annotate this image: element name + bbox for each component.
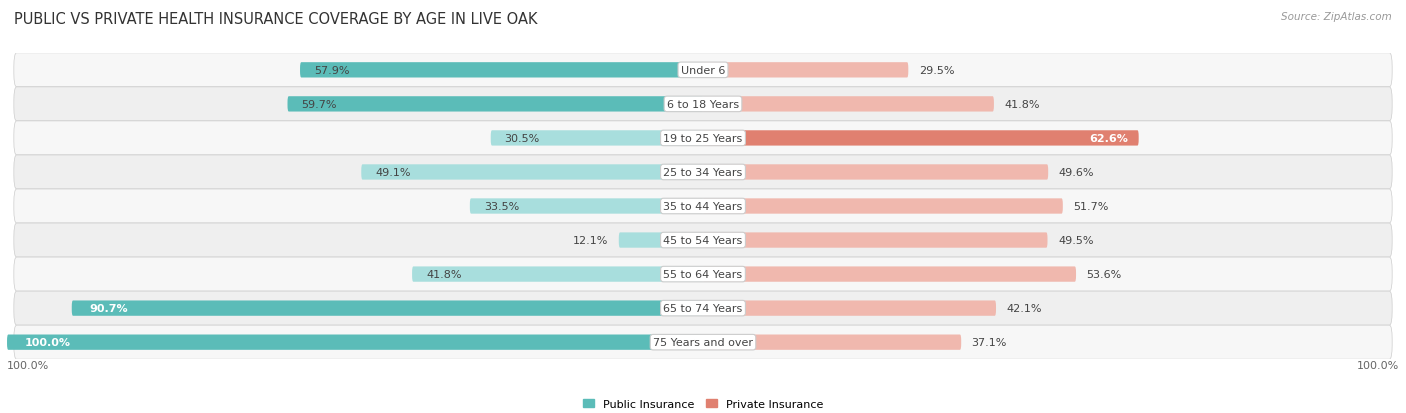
Text: 33.5%: 33.5%	[484, 202, 519, 211]
Text: 90.7%: 90.7%	[89, 304, 128, 313]
FancyBboxPatch shape	[703, 301, 995, 316]
FancyBboxPatch shape	[703, 97, 994, 112]
FancyBboxPatch shape	[491, 131, 703, 146]
Text: PUBLIC VS PRIVATE HEALTH INSURANCE COVERAGE BY AGE IN LIVE OAK: PUBLIC VS PRIVATE HEALTH INSURANCE COVER…	[14, 12, 537, 27]
FancyBboxPatch shape	[72, 301, 703, 316]
FancyBboxPatch shape	[703, 165, 1049, 180]
FancyBboxPatch shape	[7, 335, 703, 350]
Text: 42.1%: 42.1%	[1007, 304, 1042, 313]
Text: 37.1%: 37.1%	[972, 337, 1007, 347]
Text: 62.6%: 62.6%	[1090, 133, 1128, 144]
FancyBboxPatch shape	[14, 156, 1392, 190]
FancyBboxPatch shape	[287, 97, 703, 112]
FancyBboxPatch shape	[14, 325, 1392, 359]
FancyBboxPatch shape	[703, 131, 1139, 146]
Text: Source: ZipAtlas.com: Source: ZipAtlas.com	[1281, 12, 1392, 22]
FancyBboxPatch shape	[703, 233, 1047, 248]
Text: 25 to 34 Years: 25 to 34 Years	[664, 168, 742, 178]
Text: 45 to 54 Years: 45 to 54 Years	[664, 235, 742, 245]
Text: 53.6%: 53.6%	[1087, 269, 1122, 280]
Text: 100.0%: 100.0%	[7, 360, 49, 370]
FancyBboxPatch shape	[14, 257, 1392, 292]
FancyBboxPatch shape	[619, 233, 703, 248]
Text: 41.8%: 41.8%	[1004, 100, 1040, 109]
Text: 35 to 44 Years: 35 to 44 Years	[664, 202, 742, 211]
Text: 30.5%: 30.5%	[505, 133, 540, 144]
Text: 19 to 25 Years: 19 to 25 Years	[664, 133, 742, 144]
Legend: Public Insurance, Private Insurance: Public Insurance, Private Insurance	[583, 399, 823, 409]
FancyBboxPatch shape	[299, 63, 703, 78]
FancyBboxPatch shape	[703, 267, 1076, 282]
Text: 59.7%: 59.7%	[301, 100, 337, 109]
Text: 55 to 64 Years: 55 to 64 Years	[664, 269, 742, 280]
FancyBboxPatch shape	[703, 335, 962, 350]
FancyBboxPatch shape	[14, 223, 1392, 257]
Text: Under 6: Under 6	[681, 66, 725, 76]
FancyBboxPatch shape	[14, 190, 1392, 223]
FancyBboxPatch shape	[412, 267, 703, 282]
Text: 49.1%: 49.1%	[375, 168, 411, 178]
FancyBboxPatch shape	[14, 292, 1392, 325]
Text: 65 to 74 Years: 65 to 74 Years	[664, 304, 742, 313]
FancyBboxPatch shape	[470, 199, 703, 214]
FancyBboxPatch shape	[703, 63, 908, 78]
FancyBboxPatch shape	[361, 165, 703, 180]
Text: 6 to 18 Years: 6 to 18 Years	[666, 100, 740, 109]
FancyBboxPatch shape	[14, 88, 1392, 121]
Text: 41.8%: 41.8%	[426, 269, 461, 280]
FancyBboxPatch shape	[14, 54, 1392, 88]
Text: 57.9%: 57.9%	[314, 66, 350, 76]
Text: 100.0%: 100.0%	[1357, 360, 1399, 370]
Text: 49.5%: 49.5%	[1057, 235, 1094, 245]
FancyBboxPatch shape	[703, 199, 1063, 214]
Text: 49.6%: 49.6%	[1059, 168, 1094, 178]
Text: 75 Years and over: 75 Years and over	[652, 337, 754, 347]
Text: 12.1%: 12.1%	[574, 235, 609, 245]
FancyBboxPatch shape	[14, 121, 1392, 156]
Text: 51.7%: 51.7%	[1073, 202, 1109, 211]
Text: 29.5%: 29.5%	[918, 66, 955, 76]
Text: 100.0%: 100.0%	[24, 337, 70, 347]
